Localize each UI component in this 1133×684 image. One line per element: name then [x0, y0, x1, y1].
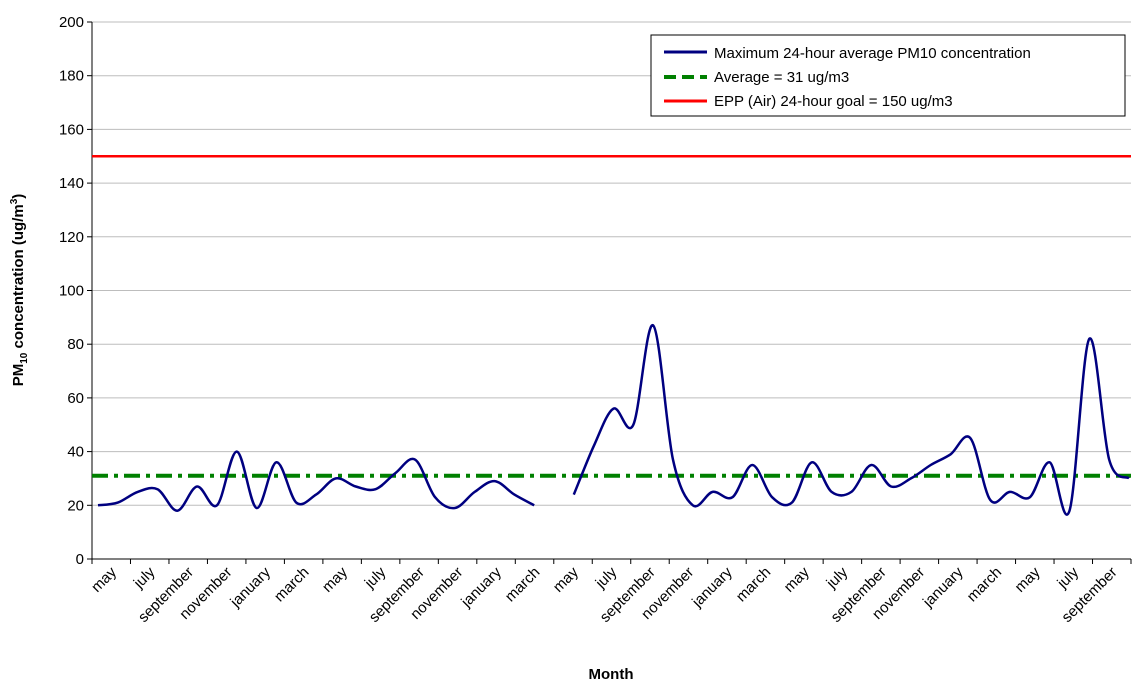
x-tick-label: july: [361, 563, 390, 592]
x-tick-label: march: [964, 564, 1005, 605]
legend-box: [650, 34, 1126, 117]
x-tick-label: may: [781, 563, 813, 595]
y-tick-label: 20: [67, 497, 84, 514]
legend-label-average: Average = 31 ug/m3: [714, 69, 849, 86]
pm10-max-line-segment-2: [572, 324, 1130, 516]
y-tick-label: 120: [59, 229, 84, 246]
x-tick-label: january: [226, 563, 274, 611]
x-tick-label: march: [733, 564, 774, 605]
x-tick-label: january: [919, 563, 967, 611]
x-tick-label: january: [457, 563, 505, 611]
y-axis-title: PM10 concentration (ug/m3): [9, 194, 30, 387]
x-tick-label: may: [319, 563, 351, 595]
y-tick-label: 60: [67, 390, 84, 407]
y-tick-labels: 0 20 40 60 80 100 120 140 160 180 200: [59, 14, 84, 568]
x-tick-label: march: [502, 564, 543, 605]
y-tick-label: 100: [59, 283, 84, 300]
x-tick-label: july: [1053, 563, 1082, 592]
x-tick-label: may: [1012, 563, 1044, 595]
y-tick-label: 160: [59, 121, 84, 138]
pm10-max-line-segment-1: [97, 450, 535, 512]
x-tick-label: march: [271, 564, 312, 605]
series-lines: [92, 155, 1131, 516]
x-tick-label: july: [592, 563, 621, 592]
legend: Maximum 24-hour average PM10 concentrati…: [650, 34, 1126, 117]
x-tick-label: january: [688, 563, 736, 611]
axes: [91, 22, 1131, 560]
x-axis-title: Month: [589, 666, 634, 683]
y-tick-label: 180: [59, 68, 84, 85]
y-tick-label: 80: [67, 336, 84, 353]
y-axis-title-superscript: 3: [9, 198, 20, 204]
gridlines: [87, 21, 1132, 564]
x-tick-label: may: [88, 563, 120, 595]
y-axis-title-subscript: 10: [19, 352, 30, 364]
y-tick-label: 0: [76, 551, 84, 568]
legend-label-goal: EPP (Air) 24-hour goal = 150 ug/m3: [714, 93, 953, 110]
y-tick-label: 200: [59, 14, 84, 31]
x-tick-label: july: [130, 563, 159, 592]
x-tick-label: may: [550, 563, 582, 595]
y-tick-label: 40: [67, 444, 84, 461]
y-tick-label: 140: [59, 175, 84, 192]
legend-label-max: Maximum 24-hour average PM10 concentrati…: [714, 45, 1031, 62]
x-tick-label: july: [823, 563, 852, 592]
